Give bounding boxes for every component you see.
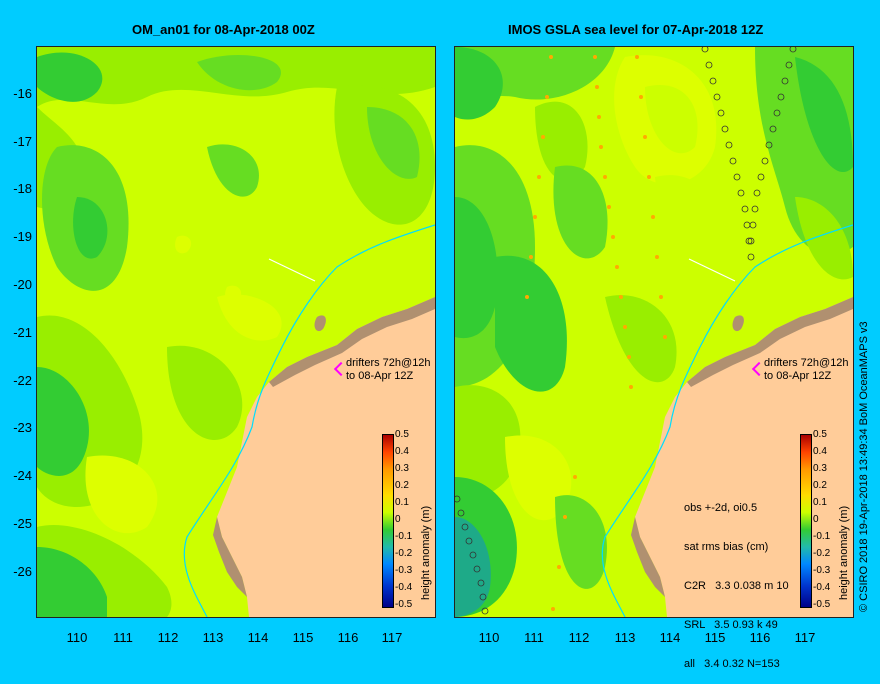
colorbar-tick: 0.4 (395, 446, 409, 457)
x-tick: 116 (749, 630, 771, 645)
left-colorbar-label: height anomaly (m) (420, 505, 432, 600)
x-tick: 117 (381, 630, 403, 645)
colorbar-tick: -0.3 (395, 565, 413, 576)
credit-line: © CSIRO 2018 19-Apr-2018 13:49:34 BoM Oc… (858, 321, 870, 612)
x-tick: 110 (478, 630, 500, 645)
x-tick: 115 (704, 630, 726, 645)
colorbar-tick: -0.4 (395, 582, 413, 593)
x-tick: 112 (568, 630, 590, 645)
right-map-canvas (455, 47, 853, 617)
colorbar-tick: -0.2 (395, 548, 413, 559)
x-tick: 112 (157, 630, 179, 645)
left-map-panel (36, 46, 436, 618)
x-tick: 113 (202, 630, 224, 645)
colorbar-tick: 0.1 (813, 497, 827, 508)
x-tick: 111 (113, 630, 133, 645)
y-tick: -20 (13, 277, 32, 292)
colorbar-tick: -0.1 (813, 531, 831, 542)
x-tick: 115 (292, 630, 314, 645)
y-tick: -19 (13, 229, 32, 244)
x-tick: 110 (66, 630, 88, 645)
y-tick: -21 (13, 325, 32, 340)
colorbar-tick: 0.5 (813, 429, 827, 440)
x-tick: 111 (524, 630, 544, 645)
left-drifter-label: drifters 72h@12h to 08-Apr 12Z (346, 357, 431, 382)
left-map-canvas (37, 47, 435, 617)
colorbar-tick: -0.5 (813, 599, 831, 610)
x-tick: 114 (659, 630, 681, 645)
colorbar-tick: -0.1 (395, 531, 413, 542)
colorbar-tick: 0.4 (813, 446, 827, 457)
colorbar-tick: -0.4 (813, 582, 831, 593)
altimetry-stats: obs +-2d, oi0.5 sat rms bias (cm) C2R 3.… (684, 502, 789, 670)
colorbar-tick: 0.3 (813, 463, 827, 474)
y-tick: -16 (13, 86, 32, 101)
altimeter-track-markers (455, 47, 797, 615)
x-tick: 116 (337, 630, 359, 645)
colorbar-tick: -0.2 (813, 548, 831, 559)
x-tick: 114 (247, 630, 269, 645)
colorbar-tick: 0 (395, 514, 401, 525)
y-tick: -24 (13, 468, 32, 483)
x-tick: 117 (794, 630, 816, 645)
left-colorbar (382, 434, 394, 608)
right-drifter-label: drifters 72h@12h to 08-Apr 12Z (764, 357, 849, 382)
y-tick: -22 (13, 373, 32, 388)
colorbar-tick: -0.5 (395, 599, 413, 610)
y-tick: -18 (13, 181, 32, 196)
y-tick: -26 (13, 564, 32, 579)
colorbar-tick: 0.3 (395, 463, 409, 474)
right-map-panel (454, 46, 854, 618)
colorbar-tick: 0.2 (813, 480, 827, 491)
satellite-obs-dots (525, 55, 667, 611)
left-map-title: OM_an01 for 08-Apr-2018 00Z (132, 22, 315, 37)
right-map-title: IMOS GSLA sea level for 07-Apr-2018 12Z (508, 22, 764, 37)
x-tick: 113 (614, 630, 636, 645)
colorbar-tick: -0.3 (813, 565, 831, 576)
colorbar-tick: 0.2 (395, 480, 409, 491)
right-colorbar-label: height anomaly (m) (838, 505, 850, 600)
colorbar-tick: 0.1 (395, 497, 409, 508)
y-tick: -25 (13, 516, 32, 531)
colorbar-tick: 0 (813, 514, 819, 525)
y-tick: -17 (13, 134, 32, 149)
right-colorbar (800, 434, 812, 608)
y-tick: -23 (13, 420, 32, 435)
colorbar-tick: 0.5 (395, 429, 409, 440)
